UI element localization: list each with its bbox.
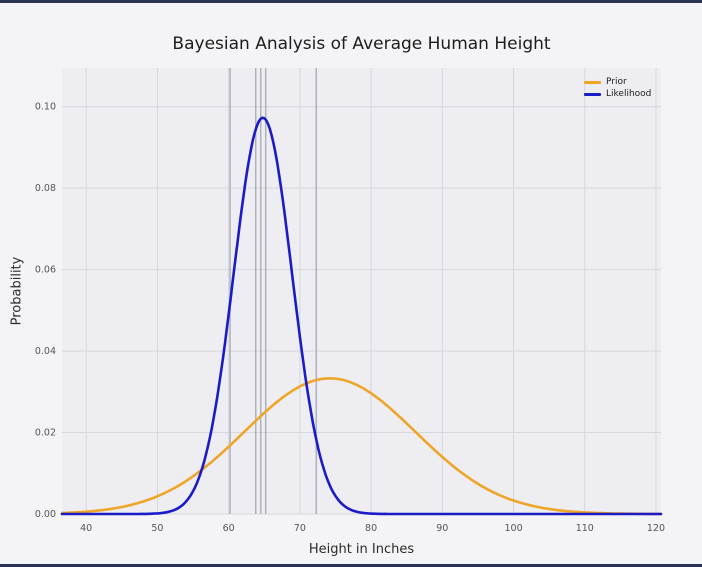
legend-label-prior: Prior [606,77,627,87]
y-axis-label: Probability [9,256,25,326]
x-tick-label: 50 [151,523,163,534]
window-edge-bottom [0,564,702,567]
prior-line-swatch [584,80,601,84]
y-tick-label: 0.08 [35,183,56,194]
plot-background [62,68,661,514]
x-tick-label: 90 [436,523,448,534]
x-tick-label: 110 [576,523,594,534]
legend: Prior Likelihood [584,76,651,100]
x-tick-label: 80 [365,523,377,534]
chart-title: Bayesian Analysis of Average Human Heigh… [172,34,551,54]
x-tick-label: 100 [505,523,523,534]
x-tick-label: 40 [80,523,92,534]
y-tick-label: 0.06 [35,265,56,276]
y-tick-label: 0.10 [35,102,56,113]
likelihood-curve [60,116,663,516]
y-tick-label: 0.02 [35,428,56,439]
prior-curve [60,377,663,516]
y-tick-label: 0.00 [35,509,56,520]
likelihood-line-swatch [584,92,601,96]
legend-label-likelihood: Likelihood [606,89,652,99]
x-tick-label: 70 [294,523,306,534]
x-tick-label: 120 [647,523,665,534]
window-edge-top [0,0,702,3]
x-tick-label: 60 [223,523,235,534]
legend-item-prior: Prior [584,76,651,88]
legend-item-likelihood: Likelihood [584,88,651,100]
x-axis-label: Height in Inches [308,542,415,557]
y-tick-label: 0.04 [35,346,56,357]
